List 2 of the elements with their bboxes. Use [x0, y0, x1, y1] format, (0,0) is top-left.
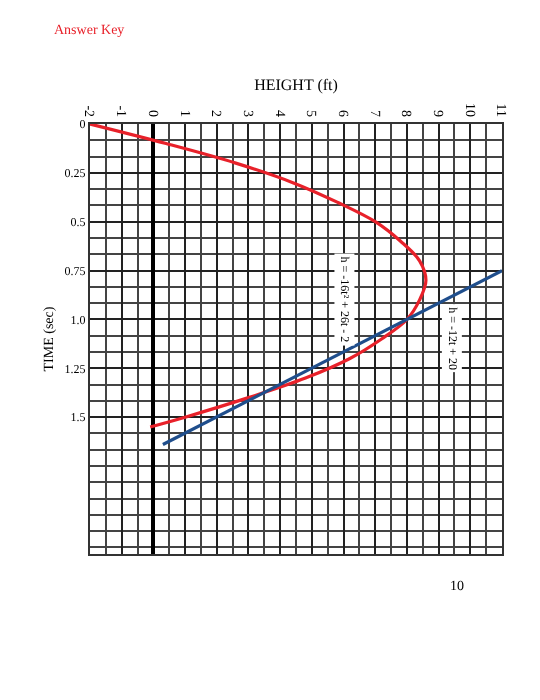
line-series [90, 124, 428, 429]
x-axis-title: HEIGHT (ft) [254, 76, 339, 95]
